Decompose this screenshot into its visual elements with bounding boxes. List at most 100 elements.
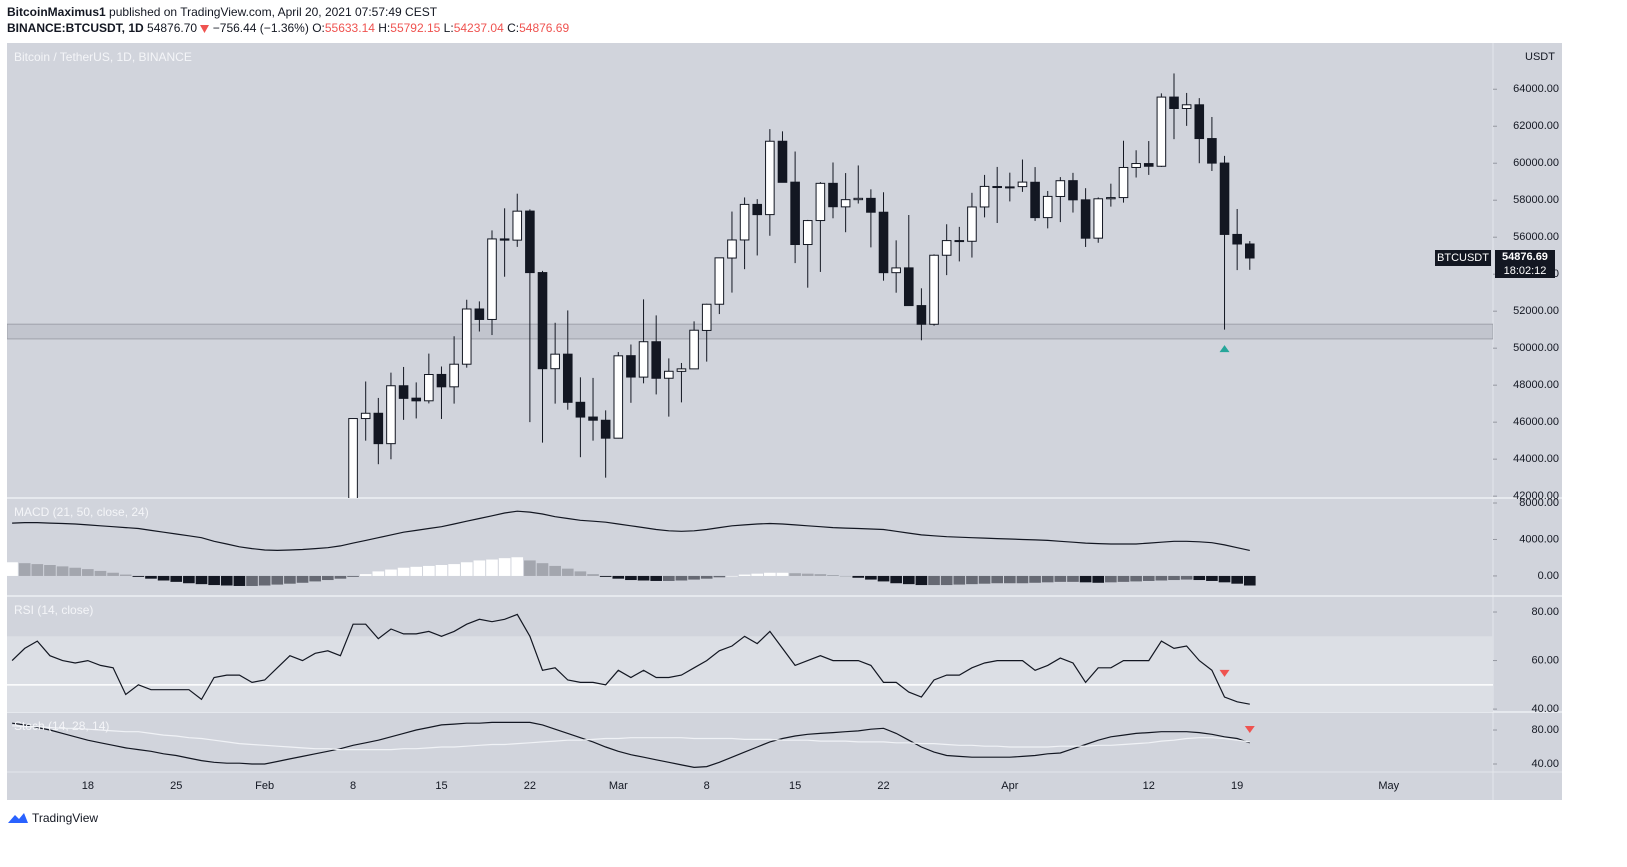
y-tick-label: 0.00 <box>1538 570 1559 582</box>
l-key: L: <box>443 21 454 35</box>
x-tick-label: 19 <box>1231 780 1243 792</box>
o-value: 55633.14 <box>324 21 375 35</box>
brand-logo <box>8 813 28 823</box>
histogram-bar <box>839 575 852 577</box>
y-tick-label: 42000.00 <box>1513 490 1559 502</box>
candle-body <box>929 254 939 325</box>
y-tick-label: 46000.00 <box>1513 416 1559 428</box>
published: published on TradingView.com, April 20, … <box>109 5 438 19</box>
candle-body <box>727 239 737 259</box>
pane-title: MACD (21, 50, close, 24) <box>14 505 149 519</box>
candle-body <box>525 210 535 274</box>
histogram-bar <box>549 565 561 576</box>
histogram-bar <box>284 575 296 584</box>
candle-body <box>638 341 649 378</box>
candle-body <box>373 412 384 445</box>
indicator-line <box>12 721 1250 769</box>
y-tick-label: 44000.00 <box>1513 453 1559 465</box>
histogram-bar <box>334 575 347 579</box>
pane <box>7 510 1256 586</box>
histogram-bar <box>877 575 890 582</box>
chart: USDT 42000.00 44000.00 46000.00 48000.00 500… <box>7 43 1562 800</box>
histogram-bar <box>978 575 991 584</box>
y-tick-label: 50000.00 <box>1513 342 1559 354</box>
candle-body <box>903 267 914 307</box>
histogram-bar <box>195 575 208 585</box>
histogram-bar <box>1016 575 1029 584</box>
x-tick-label: 8 <box>350 780 356 792</box>
histogram-bar <box>7 562 18 576</box>
support-zone <box>7 323 1493 340</box>
histogram-bar <box>31 564 44 576</box>
candle-body <box>967 206 977 242</box>
histogram-bar <box>574 571 587 576</box>
candle-body <box>1068 180 1078 201</box>
candle-body <box>398 385 409 399</box>
y-tick-label: 48000.00 <box>1513 379 1559 391</box>
histogram-bar <box>473 560 486 576</box>
candle-body <box>765 140 775 216</box>
histogram-bar <box>726 575 738 577</box>
pane-title: Stoch (14, 28, 14) <box>14 719 109 733</box>
histogram-bar <box>1004 575 1016 584</box>
candle-body <box>840 199 851 208</box>
histogram-bar <box>1168 575 1180 581</box>
x-tick-label: Feb <box>255 780 274 792</box>
axis-unit: USDT <box>1525 51 1555 63</box>
histogram-bar <box>183 575 195 584</box>
histogram-bar <box>915 575 928 586</box>
candle-body <box>512 210 523 241</box>
histogram-bar <box>486 559 498 576</box>
candle-body <box>1017 181 1028 188</box>
histogram-bar <box>561 568 574 576</box>
histogram-bar <box>448 564 460 576</box>
histogram-bar <box>498 558 511 576</box>
candle-body <box>689 329 699 370</box>
histogram-bar <box>107 572 119 576</box>
signal-marker <box>1219 669 1230 677</box>
x-tick-label: 15 <box>435 780 447 792</box>
histogram-bar <box>82 569 94 576</box>
candle-body <box>360 412 371 420</box>
histogram-bar <box>789 573 801 576</box>
l-value: 54237.04 <box>453 21 504 35</box>
x-tick-label: 22 <box>524 780 536 792</box>
candle-body <box>954 240 965 243</box>
candle-body <box>449 363 459 388</box>
candle-body <box>664 370 674 379</box>
candle-body <box>461 308 472 365</box>
candle-body <box>790 181 800 246</box>
histogram-bar <box>991 575 1004 584</box>
histogram-bar <box>966 575 978 585</box>
candle-body <box>891 267 901 274</box>
signal-marker <box>1244 726 1255 734</box>
candle-body <box>1207 138 1217 164</box>
histogram-bar <box>599 575 612 577</box>
candle-body <box>916 305 927 325</box>
histogram-bar <box>220 575 233 586</box>
histogram-bar <box>1130 575 1142 582</box>
histogram-bar <box>119 574 132 576</box>
symbol: BINANCE:BTCUSDT, 1D <box>7 21 144 35</box>
histogram-bar <box>460 562 473 576</box>
last-price: 54876.70 <box>147 21 198 35</box>
histogram-bar <box>801 573 814 576</box>
histogram-bar <box>688 575 700 580</box>
histogram-bar <box>1054 575 1067 582</box>
candle-body <box>1093 198 1104 239</box>
symbol-label: BTCUSDT <box>1435 250 1491 266</box>
histogram-bar <box>764 572 776 576</box>
pane <box>12 721 1255 769</box>
brand: TradingView <box>32 811 99 825</box>
candle-body <box>777 140 788 183</box>
candle-body <box>1194 104 1205 140</box>
candle-body <box>588 416 598 421</box>
x-tick-label: 12 <box>1143 780 1155 792</box>
c-key: C: <box>507 21 520 35</box>
candle-body <box>853 197 864 201</box>
histogram-bar <box>662 575 675 581</box>
y-tick-label: 40.00 <box>1531 703 1559 715</box>
y-tick-label: 4000.00 <box>1519 533 1559 545</box>
candle-body <box>1219 162 1230 235</box>
candle-body <box>575 401 586 418</box>
